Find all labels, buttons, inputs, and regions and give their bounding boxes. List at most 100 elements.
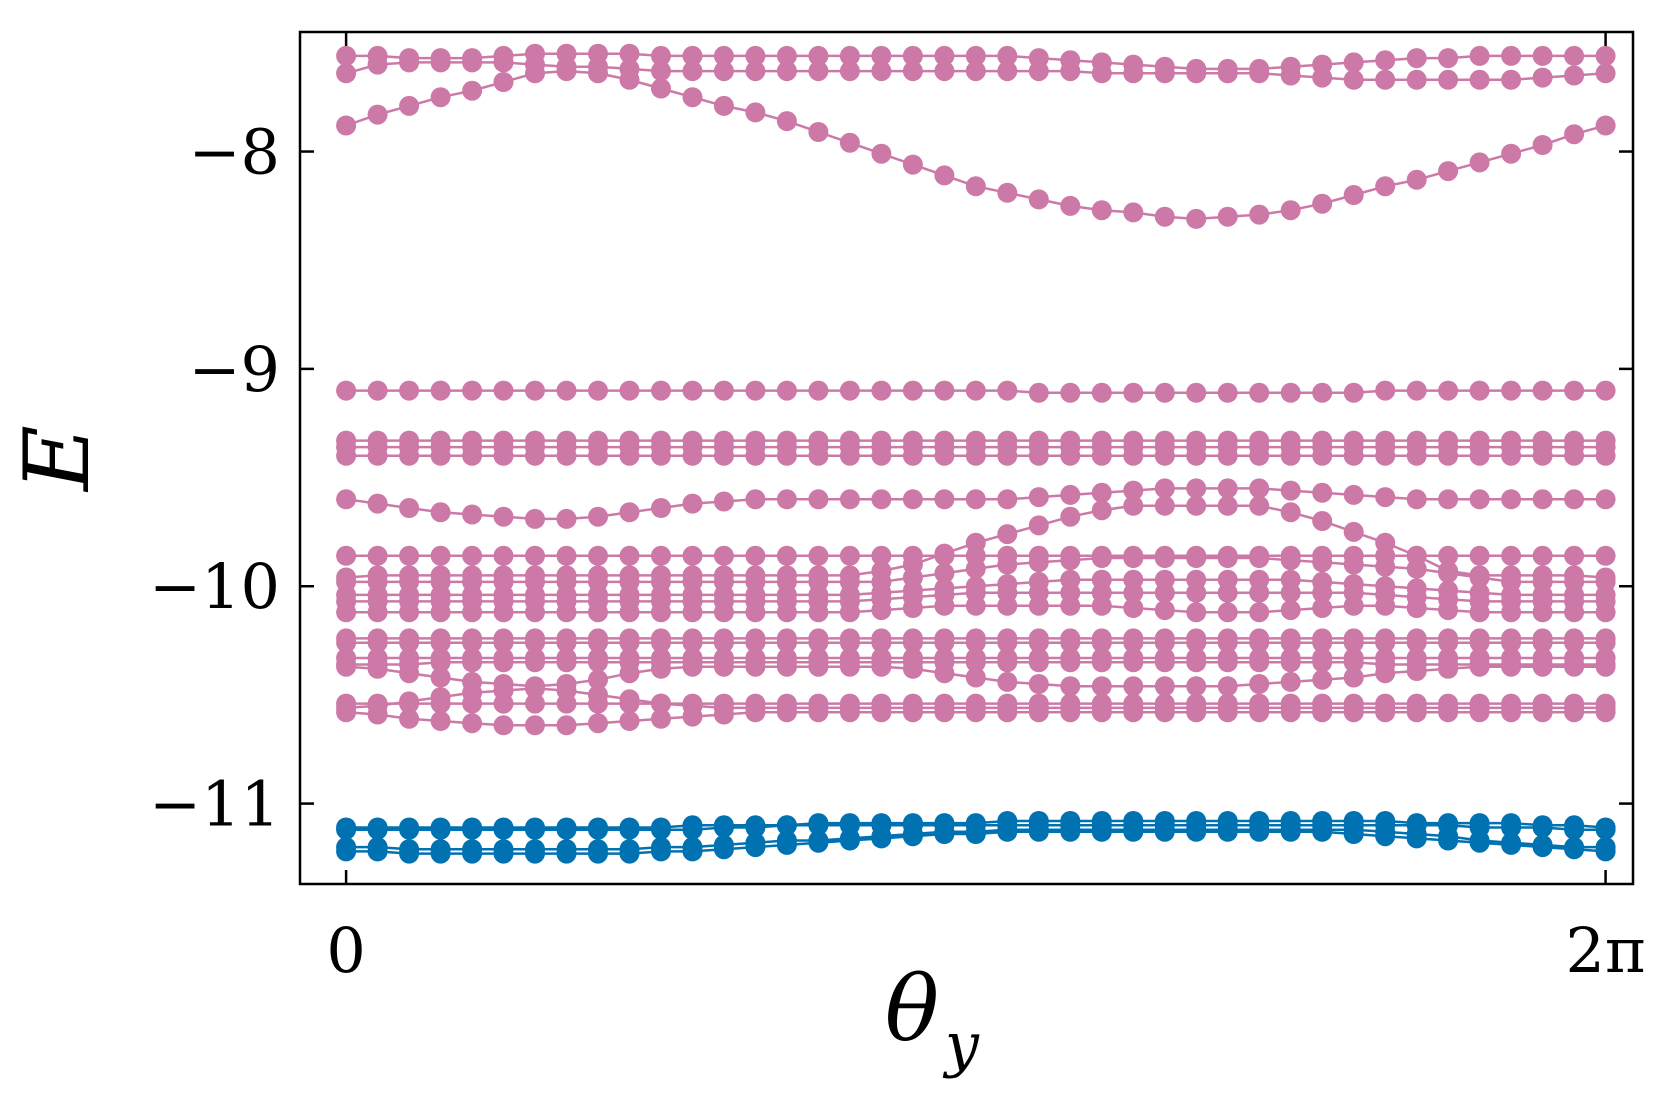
data-point <box>462 632 483 653</box>
data-point <box>430 602 451 623</box>
series-upper-2 <box>336 61 1616 229</box>
data-point <box>682 632 703 653</box>
data-point <box>430 87 451 108</box>
data-point <box>367 545 388 566</box>
data-point <box>1091 382 1112 403</box>
data-point <box>808 602 829 623</box>
data-point <box>1438 69 1459 90</box>
data-point <box>399 95 420 116</box>
data-point <box>1438 48 1459 69</box>
data-point <box>399 498 420 518</box>
data-point <box>997 182 1018 203</box>
data-point <box>556 680 577 701</box>
data-point <box>965 632 986 653</box>
data-point <box>871 600 892 621</box>
data-point <box>776 445 797 466</box>
data-point <box>997 652 1018 673</box>
data-point <box>713 61 734 82</box>
data-point <box>1501 834 1522 855</box>
plot-frame <box>298 30 1635 886</box>
data-point <box>997 632 1018 653</box>
x-axis-label: θ <box>885 957 939 1062</box>
data-point <box>651 841 671 862</box>
data-point <box>1312 669 1333 690</box>
data-point <box>1091 676 1112 697</box>
data-point <box>367 704 388 725</box>
data-point <box>839 45 860 66</box>
data-point <box>1091 652 1112 673</box>
data-point <box>336 602 357 623</box>
data-point <box>619 843 640 864</box>
data-point <box>1060 484 1081 505</box>
data-point <box>1469 445 1490 466</box>
data-point <box>619 632 640 653</box>
data-point <box>1564 45 1585 66</box>
data-point <box>430 545 451 566</box>
data-point <box>336 445 357 466</box>
data-point <box>713 545 734 566</box>
data-point <box>367 658 388 679</box>
series-upper-6 <box>336 445 1616 466</box>
data-point <box>1375 445 1396 466</box>
data-point <box>1186 602 1207 623</box>
data-point <box>713 95 734 116</box>
data-point <box>682 706 703 727</box>
data-point <box>336 632 357 653</box>
data-point <box>1595 489 1616 510</box>
data-point <box>1249 582 1270 603</box>
data-point <box>965 652 986 673</box>
data-point <box>745 45 766 66</box>
data-point <box>1217 602 1238 623</box>
data-point <box>336 115 357 136</box>
data-point <box>493 506 514 527</box>
data-point <box>902 826 923 847</box>
data-point <box>619 69 640 90</box>
data-point <box>619 819 640 840</box>
data-point <box>997 61 1018 82</box>
data-point <box>1469 702 1490 723</box>
data-point <box>1375 487 1396 508</box>
data-point <box>1280 65 1301 86</box>
data-point <box>1028 821 1049 842</box>
data-point <box>1595 602 1616 623</box>
data-point <box>871 445 892 466</box>
data-point <box>745 817 766 838</box>
data-point <box>1123 598 1144 618</box>
data-point <box>1375 69 1396 90</box>
data-point <box>965 532 986 553</box>
data-point <box>713 491 734 512</box>
y-tick-label: −11 <box>149 768 280 841</box>
data-point <box>1154 821 1175 842</box>
data-point <box>965 702 986 723</box>
data-point <box>1375 702 1396 723</box>
data-point <box>871 632 892 653</box>
data-point <box>1564 65 1585 86</box>
data-point <box>1217 495 1238 516</box>
data-point <box>808 380 829 401</box>
data-point <box>776 702 797 723</box>
data-point <box>399 843 420 864</box>
data-point <box>556 843 577 864</box>
data-point <box>1249 445 1270 466</box>
data-point <box>1028 189 1049 210</box>
data-point <box>1186 632 1207 653</box>
data-point <box>871 656 892 677</box>
data-point <box>776 380 797 401</box>
data-point <box>682 493 703 514</box>
data-point <box>965 558 986 579</box>
data-point <box>1123 632 1144 653</box>
data-point <box>619 545 640 566</box>
data-point <box>1375 50 1396 71</box>
data-point <box>682 87 703 108</box>
data-point <box>1217 63 1238 84</box>
data-point <box>1060 382 1081 403</box>
data-point <box>336 841 357 862</box>
data-point <box>588 819 608 840</box>
data-point <box>651 658 671 679</box>
data-point <box>1249 63 1270 84</box>
data-point <box>1091 63 1112 84</box>
data-point <box>1501 702 1522 723</box>
data-point <box>1343 595 1364 616</box>
data-point <box>588 602 608 623</box>
data-point <box>399 819 420 840</box>
